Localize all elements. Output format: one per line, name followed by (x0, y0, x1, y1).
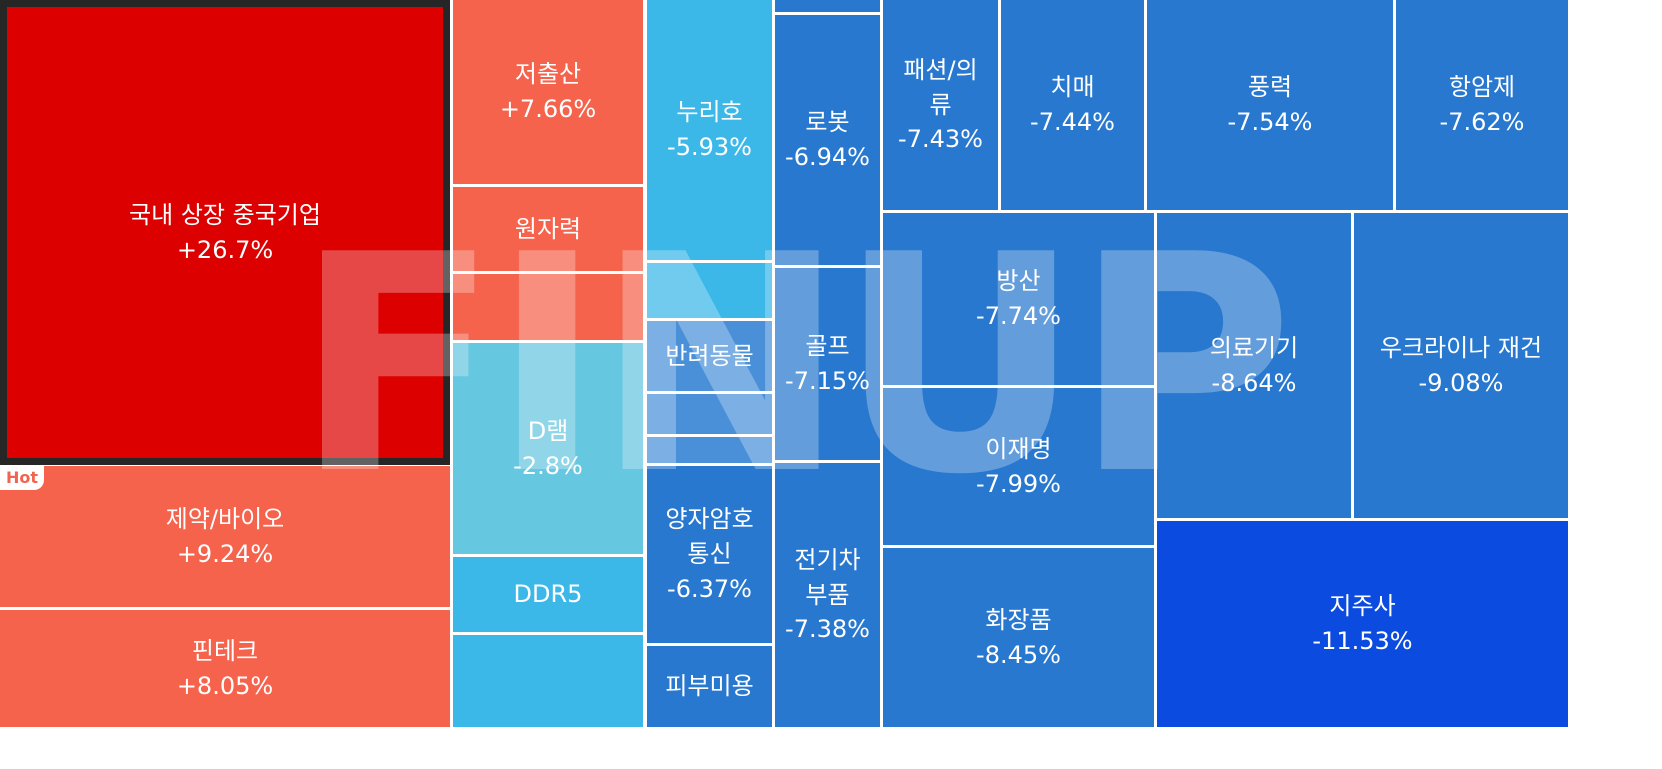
tile-value: -11.53% (1312, 627, 1413, 655)
tile-value: -5.93% (667, 133, 752, 161)
treemap-tile[interactable]: 제약/바이오 +9.24% (0, 466, 450, 607)
treemap-tile[interactable]: 골프 -7.15% (775, 268, 880, 460)
tile-label: 풍력 (1247, 73, 1293, 102)
tile-value: -7.44% (1030, 108, 1115, 136)
tile-label: 저출산 (514, 60, 582, 89)
theme-treemap: 국내 상장 중국기업 +26.7% 제약/바이오 +9.24% 핀테크 +8.05% 저출산… (0, 0, 1568, 727)
tile-value: +7.66% (499, 95, 597, 123)
tile-label: 방산 (996, 267, 1041, 296)
tile-label: 핀테크 (191, 636, 259, 665)
treemap-tile[interactable]: 지주사 -11.53% (1157, 521, 1568, 727)
treemap-tile[interactable]: 피부미용 (647, 646, 772, 727)
treemap-tile[interactable]: 이재명 -7.99% (883, 388, 1154, 545)
treemap-tile[interactable]: 로봇 -6.94% (775, 15, 880, 265)
tile-label: 원자력 (514, 214, 582, 243)
tile-label: 화장품 (985, 605, 1052, 634)
tile-label: 전기차 부품 (794, 545, 861, 609)
treemap-tile[interactable]: 의료기기 -8.64% (1157, 213, 1351, 518)
treemap-tile[interactable] (453, 635, 643, 727)
tile-value: -7.43% (898, 125, 983, 154)
treemap-tile[interactable]: 누리호 -5.93% (647, 0, 772, 260)
hot-badge: Hot (0, 466, 44, 490)
treemap-tile[interactable]: D램 -2.8% (453, 343, 643, 554)
tile-value: +26.7% (176, 235, 274, 264)
treemap-tile[interactable]: 패션/의 류 -7.43% (883, 0, 998, 210)
tile-label: 우크라이나 재건 (1379, 333, 1543, 362)
tile-label: D램 (527, 416, 569, 445)
tile-label: 로봇 (805, 108, 850, 137)
tile-label: 항암제 (1448, 73, 1516, 102)
tile-label: 지주사 (1329, 592, 1396, 621)
tile-label: 이재명 (985, 434, 1052, 463)
treemap-tile[interactable]: 저출산 +7.66% (453, 0, 643, 184)
treemap-tile[interactable]: 전기차 부품 -7.38% (775, 463, 880, 727)
tile-value: -7.15% (785, 367, 870, 395)
tile-value: -6.37% (667, 574, 752, 603)
tile-value: -9.08% (1418, 368, 1504, 397)
tile-value: -2.8% (513, 451, 583, 480)
tile-value: -6.94% (785, 143, 870, 171)
tile-value: -7.38% (785, 615, 870, 644)
tile-label: 피부미용 (665, 672, 754, 701)
tile-label: 국내 상장 중국기업 (129, 200, 321, 229)
tile-label: 반려동물 (665, 341, 754, 370)
treemap-tile[interactable] (775, 0, 880, 12)
treemap-tile[interactable]: 화장품 -8.45% (883, 548, 1154, 727)
tile-label: 패션/의 류 (903, 55, 978, 119)
treemap-tile[interactable]: 핀테크 +8.05% (0, 610, 450, 727)
treemap-tile[interactable]: 원자력 (453, 187, 643, 271)
tile-value: +8.05% (176, 671, 274, 700)
tile-value: -7.62% (1439, 108, 1525, 136)
tile-label: 골프 (805, 332, 850, 361)
tile-label: 의료기기 (1209, 333, 1299, 362)
treemap-tile[interactable]: 치매 -7.44% (1001, 0, 1144, 210)
treemap-tile[interactable] (647, 263, 772, 318)
tile-value: -7.54% (1227, 108, 1313, 136)
treemap-tile[interactable]: 우크라이나 재건 -9.08% (1354, 213, 1568, 518)
tile-label: 제약/바이오 (165, 504, 285, 533)
tile-label: DDR5 (513, 580, 583, 609)
tile-value: -7.99% (976, 469, 1061, 498)
treemap-tile[interactable]: 풍력 -7.54% (1147, 0, 1393, 210)
tile-value: -7.74% (976, 302, 1061, 330)
tile-label: 치매 (1050, 73, 1095, 102)
treemap-tile[interactable]: 국내 상장 중국기업 +26.7% (0, 0, 450, 465)
tile-value: -8.64% (1211, 368, 1297, 397)
treemap-tile[interactable] (647, 437, 772, 463)
treemap-tile[interactable]: 반려동물 (647, 321, 772, 391)
treemap-tile[interactable]: 방산 -7.74% (883, 213, 1154, 385)
treemap-tile[interactable]: DDR5 (453, 557, 643, 632)
tile-label: 누리호 (676, 98, 743, 127)
tile-value: -8.45% (976, 640, 1061, 669)
treemap-tile[interactable] (647, 394, 772, 434)
treemap-tile[interactable]: 양자암호 통신 -6.37% (647, 466, 772, 643)
treemap-tile[interactable]: 항암제 -7.62% (1396, 0, 1568, 210)
treemap-tile[interactable] (453, 274, 643, 340)
tile-value: +9.24% (176, 539, 274, 568)
tile-label: 양자암호 통신 (665, 505, 754, 569)
